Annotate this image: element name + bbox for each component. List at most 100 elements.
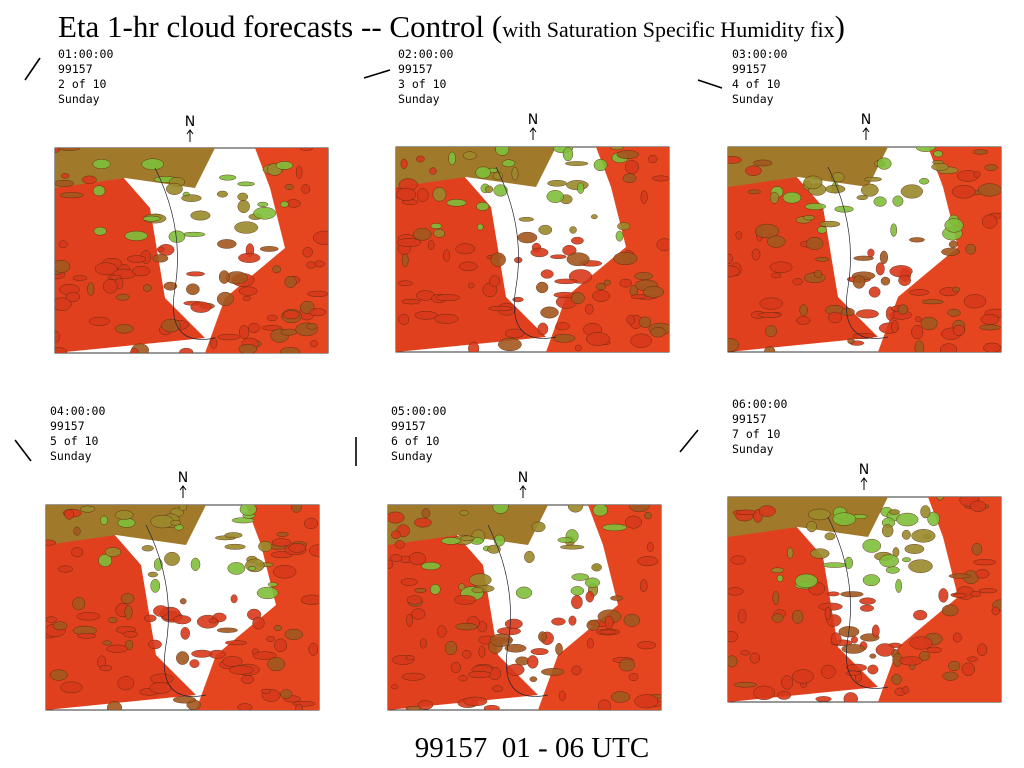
- cloud-blob: [57, 565, 73, 573]
- cloud-blob: [397, 238, 421, 247]
- cloud-blob: [489, 633, 513, 647]
- north-arrow-head: [860, 477, 868, 483]
- cloud-blob: [238, 286, 258, 296]
- cloud-blob: [55, 297, 72, 311]
- panel-label: Sunday: [50, 449, 92, 463]
- cloud-blob: [286, 199, 301, 208]
- cloud-blob: [295, 165, 303, 180]
- cloud-blob: [595, 282, 606, 291]
- cloud-blob: [593, 158, 608, 172]
- cloud-blob: [115, 293, 130, 301]
- cloud-blob: [824, 606, 832, 620]
- cloud-blob: [58, 240, 68, 249]
- coastline: [145, 524, 207, 697]
- cloud-blob: [186, 271, 205, 277]
- cloud-blob: [459, 535, 475, 542]
- cloud-blob: [576, 182, 585, 194]
- cloud-blob: [467, 282, 475, 289]
- cloud-blob: [153, 605, 169, 617]
- cloud-blob: [804, 203, 827, 211]
- cloud-map: [55, 148, 328, 353]
- cloud-blob: [436, 625, 447, 638]
- cloud-blob: [132, 265, 151, 277]
- cloud-blob: [401, 672, 426, 681]
- cloud-blob: [981, 214, 998, 229]
- cloud-blob: [885, 566, 900, 574]
- cloud-blob: [181, 194, 202, 202]
- cloud-blob: [862, 574, 880, 587]
- cloud-blob: [114, 510, 134, 520]
- cloud-blob: [557, 537, 573, 543]
- coastline: [827, 166, 889, 339]
- cloud-blob: [80, 505, 96, 513]
- cloud-blob: [240, 675, 254, 684]
- cloud-blob: [443, 249, 451, 262]
- cloud-blob: [307, 290, 328, 297]
- cloud-blob: [555, 642, 563, 656]
- cloud-blob: [855, 309, 879, 319]
- cloud-blob: [468, 341, 480, 352]
- cloud-blob: [644, 511, 652, 520]
- cloud-blob: [911, 529, 936, 543]
- panel-label: Sunday: [398, 92, 440, 106]
- cloud-blob: [141, 545, 154, 552]
- cloud-blob: [942, 671, 959, 681]
- cloud-blob: [604, 615, 614, 630]
- cloud-blob: [973, 171, 981, 178]
- cloud-blob: [952, 286, 960, 293]
- cloud-blob: [619, 278, 632, 288]
- cloud-blob: [492, 171, 504, 180]
- cloud-blob: [941, 604, 959, 617]
- cloud-blob: [224, 543, 246, 550]
- cloud-blob: [302, 247, 313, 258]
- cloud-blob: [820, 664, 836, 679]
- cloud-blob: [904, 544, 925, 554]
- cloud-blob: [458, 261, 478, 272]
- cloud-blob: [615, 230, 624, 242]
- cloud-blob: [911, 325, 924, 340]
- cloud-blob: [806, 520, 817, 533]
- cloud-blob: [208, 618, 218, 624]
- cloud-blob: [284, 184, 294, 190]
- cloud-blob: [919, 651, 930, 661]
- cloud-blob: [830, 632, 842, 646]
- title-note: with Saturation Specific Humidity fix: [502, 17, 834, 42]
- cloud-blob: [944, 218, 964, 233]
- cloud-blob: [401, 298, 421, 305]
- cloud-blob: [60, 681, 83, 694]
- cloud-blob: [647, 155, 658, 164]
- cloud-blob: [728, 253, 733, 265]
- cloud-blob: [868, 286, 881, 298]
- cloud-blob: [590, 214, 598, 220]
- cloud-blob: [64, 509, 75, 520]
- cloud-blob: [909, 237, 925, 243]
- cloud-blob: [59, 192, 84, 199]
- cloud-blob: [926, 646, 942, 654]
- cloud-blob: [170, 519, 182, 526]
- cloud-blob: [309, 544, 319, 557]
- cloud-blob: [427, 240, 435, 251]
- panel-label: Sunday: [732, 442, 774, 456]
- cloud-blob: [524, 550, 535, 563]
- cloud-blob: [210, 337, 218, 349]
- cloud-blob: [920, 316, 938, 331]
- north-label: N: [861, 112, 871, 128]
- cloud-blob: [388, 511, 405, 524]
- cloud-blob: [751, 248, 761, 261]
- cloud-blob: [586, 638, 594, 649]
- cloud-blob: [575, 344, 582, 352]
- cloud-blob: [178, 505, 188, 511]
- panel-label: Sunday: [391, 449, 433, 463]
- cloud-blob: [908, 559, 933, 573]
- cloud-blob: [815, 696, 832, 702]
- cloud-blob: [758, 505, 776, 517]
- cloud-blob: [71, 547, 84, 558]
- cloud-blob: [266, 636, 276, 642]
- footer: 99157 01 - 06 UTC: [415, 732, 649, 764]
- panel-label: 99157: [50, 419, 85, 433]
- cloud-blob: [421, 561, 441, 571]
- panel-label: 6 of 10: [391, 434, 440, 448]
- cloud-blob: [258, 540, 273, 552]
